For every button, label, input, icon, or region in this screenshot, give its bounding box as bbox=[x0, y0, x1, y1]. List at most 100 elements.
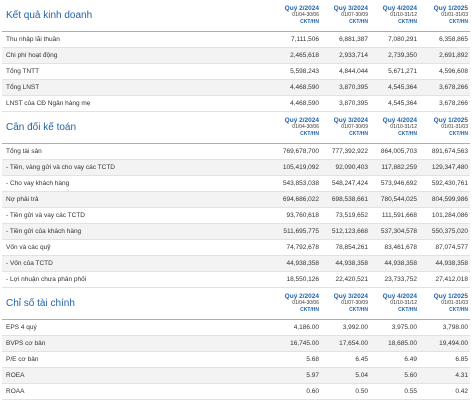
cell-value: 44,938,358 bbox=[370, 255, 419, 272]
data-row: Vốn và các quỹ 74,792,678 78,854,261 83,461… bbox=[2, 239, 470, 256]
cell-value: 6,358,865 bbox=[419, 31, 470, 48]
cell-value: 6.49 bbox=[370, 351, 419, 368]
report-kind: CKT/HN bbox=[398, 19, 417, 25]
data-row: Thu nhập lãi thuần 7,111,506 6,881,387 7,08… bbox=[2, 31, 470, 48]
row-label: EPS 4 quý bbox=[2, 319, 272, 336]
row-label: BVPS cơ bản bbox=[2, 335, 272, 352]
cell-value: 111,591,668 bbox=[370, 207, 419, 224]
cell-value: 3,975.00 bbox=[370, 319, 419, 336]
date-range: 01/04-30/06 bbox=[292, 124, 319, 130]
column-header: Quý 2/2024 01/04-30/06 CKT/HN bbox=[272, 0, 321, 32]
date-range: 01/04-30/06 bbox=[292, 12, 319, 18]
date-range: 01/10-31/12 bbox=[390, 12, 417, 18]
data-row: P/E cơ bản 5.68 6.45 6.49 6.85 bbox=[2, 351, 470, 368]
cell-value: 7,111,506 bbox=[272, 31, 321, 48]
column-header: Quý 4/2024 01/10-31/12 CKT/HN bbox=[370, 112, 419, 144]
report-kind: CKT/HN bbox=[349, 19, 368, 25]
date-range: 01/10-31/12 bbox=[390, 300, 417, 306]
cell-value: 6.85 bbox=[419, 351, 470, 368]
column-header: Quý 2/2024 01/04-30/06 CKT/HN bbox=[272, 288, 321, 320]
cell-value: 92,090,403 bbox=[321, 159, 370, 176]
cell-value: 83,461,678 bbox=[370, 239, 419, 256]
quarter: Quý 1/2025 bbox=[433, 117, 468, 124]
column-header: Quý 3/2024 01/07-30/09 CKT/HN bbox=[321, 288, 370, 320]
row-label: LNST của CĐ Ngân hàng mẹ bbox=[2, 95, 272, 112]
row-label: Tổng tài sản bbox=[2, 143, 272, 160]
cell-value: 4.31 bbox=[419, 367, 470, 384]
cell-value: 777,392,922 bbox=[321, 143, 370, 160]
data-row: ROAA 0.60 0.50 0.55 0.42 bbox=[2, 383, 470, 400]
cell-value: 537,304,578 bbox=[370, 223, 419, 240]
cell-value: 18,550,126 bbox=[272, 271, 321, 288]
cell-value: 2,739,350 bbox=[370, 47, 419, 64]
data-row: Tổng TNTT 5,598,243 4,844,044 5,671,271 4,59… bbox=[2, 63, 470, 80]
column-header: Quý 3/2024 01/07-30/09 CKT/HN bbox=[321, 112, 370, 144]
cell-value: 0.50 bbox=[321, 383, 370, 400]
cell-value: 87,074,577 bbox=[419, 239, 470, 256]
data-row: Nợ phải trả 694,686,022 698,538,661 780,544… bbox=[2, 191, 470, 208]
cell-value: 3,870,395 bbox=[321, 79, 370, 96]
date-range: 01/01-31/03 bbox=[441, 12, 468, 18]
data-row: LNST của CĐ Ngân hàng mẹ 4,468,590 3,870,3… bbox=[2, 95, 470, 112]
cell-value: 543,853,038 bbox=[272, 175, 321, 192]
report-kind: CKT/HN bbox=[300, 307, 319, 313]
report-kind: CKT/HN bbox=[449, 131, 468, 137]
cell-value: 592,430,761 bbox=[419, 175, 470, 192]
cell-value: 44,938,358 bbox=[419, 255, 470, 272]
row-label: Thu nhập lãi thuần bbox=[2, 31, 272, 48]
header-row: Chỉ số tài chính Quý 2/2024 01/04-30/06 CKT… bbox=[2, 288, 470, 320]
report-kind: CKT/HN bbox=[300, 19, 319, 25]
report-kind: CKT/HN bbox=[398, 131, 417, 137]
report-kind: CKT/HN bbox=[449, 307, 468, 313]
cell-value: 18,685.00 bbox=[370, 335, 419, 352]
row-label: ROAA bbox=[2, 383, 272, 400]
cell-value: 804,599,986 bbox=[419, 191, 470, 208]
cell-value: 22,420,521 bbox=[321, 271, 370, 288]
row-label: Tổng TNTT bbox=[2, 63, 272, 80]
quarter: Quý 2/2024 bbox=[284, 117, 319, 124]
cell-value: 6,881,387 bbox=[321, 31, 370, 48]
quarter: Quý 2/2024 bbox=[284, 293, 319, 300]
cell-value: 5.68 bbox=[272, 351, 321, 368]
cell-value: 129,347,480 bbox=[419, 159, 470, 176]
row-label: - Tiền, vàng gửi và cho vay các TCTD bbox=[2, 159, 272, 176]
column-header: Quý 1/2025 01/01-31/03 CKT/HN bbox=[419, 112, 470, 144]
cell-value: 3,798.00 bbox=[419, 319, 470, 336]
data-row: Tổng tài sản 769,678,700 777,392,922 864,00… bbox=[2, 143, 470, 160]
date-range: 01/07-30/09 bbox=[341, 124, 368, 130]
cell-value: 3,992.00 bbox=[321, 319, 370, 336]
data-row: - Cho vay khách hàng 543,853,038 548,247,4… bbox=[2, 175, 470, 192]
cell-value: 117,882,259 bbox=[370, 159, 419, 176]
quarter: Quý 4/2024 bbox=[382, 5, 417, 12]
report-kind: CKT/HN bbox=[349, 307, 368, 313]
cell-value: 2,691,892 bbox=[419, 47, 470, 64]
cell-value: 3,870,395 bbox=[321, 95, 370, 112]
cell-value: 5.04 bbox=[321, 367, 370, 384]
cell-value: 5,671,271 bbox=[370, 63, 419, 80]
section-title: Chỉ số tài chính bbox=[2, 288, 272, 320]
row-label: - Cho vay khách hàng bbox=[2, 175, 272, 192]
quarter: Quý 1/2025 bbox=[433, 5, 468, 12]
row-label: ROEA bbox=[2, 367, 272, 384]
cell-value: 78,854,261 bbox=[321, 239, 370, 256]
cell-value: 864,005,703 bbox=[370, 143, 419, 160]
quarter: Quý 3/2024 bbox=[333, 5, 368, 12]
cell-value: 3,678,266 bbox=[419, 95, 470, 112]
header-row: Kết quả kinh doanh Quý 2/2024 01/04-30/06 C… bbox=[2, 0, 470, 32]
section-title: Cân đối kế toán bbox=[2, 112, 272, 144]
column-header: Quý 1/2025 01/01-31/03 CKT/HN bbox=[419, 0, 470, 32]
row-label: Nợ phải trả bbox=[2, 191, 272, 208]
data-row: Chi phí hoạt động 2,465,618 2,933,714 2,739… bbox=[2, 47, 470, 64]
date-range: 01/07-30/09 bbox=[341, 300, 368, 306]
cell-value: 511,695,775 bbox=[272, 223, 321, 240]
report-kind: CKT/HN bbox=[300, 131, 319, 137]
row-label: - Tiền gửi của khách hàng bbox=[2, 223, 272, 240]
section-title: Kết quả kinh doanh bbox=[2, 0, 272, 32]
cell-value: 573,946,692 bbox=[370, 175, 419, 192]
cell-value: 73,519,652 bbox=[321, 207, 370, 224]
column-header: Quý 3/2024 01/07-30/09 CKT/HN bbox=[321, 0, 370, 32]
cell-value: 27,412,018 bbox=[419, 271, 470, 288]
column-header: Quý 4/2024 01/10-31/12 CKT/HN bbox=[370, 0, 419, 32]
